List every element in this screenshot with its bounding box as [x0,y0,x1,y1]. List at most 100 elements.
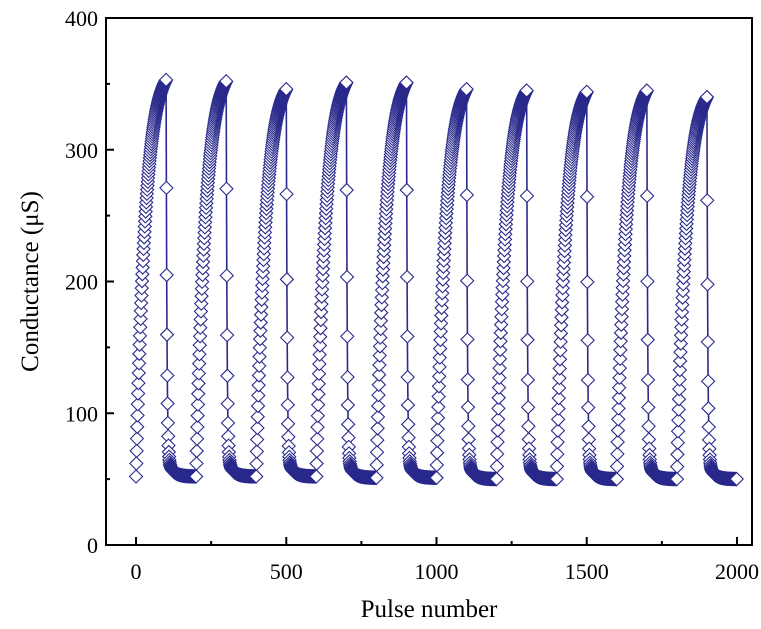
data-point [553,343,568,358]
data-point [159,327,175,342]
data-point [399,269,415,285]
data-point [133,311,148,327]
x-tick-label: 1000 [415,559,459,584]
data-point [400,397,416,413]
y-tick-label: 300 [65,138,98,163]
data-point [492,342,508,358]
data-point [191,366,207,381]
data-point [670,447,685,462]
data-point [553,317,569,333]
x-tick-label: 1500 [565,559,609,584]
data-point [189,443,205,459]
data-point [673,344,688,360]
data-point [431,399,446,415]
data-point [640,332,656,348]
data-point [429,445,445,460]
data-point [133,303,149,319]
x-tick-label: 500 [270,559,303,584]
data-point [159,267,174,283]
data-point [554,310,569,325]
data-point [313,304,329,320]
data-point [251,368,267,383]
ticks-layer: 0 500 1000 1500 2000 0 100 200 300 400 [65,6,759,584]
data-point [431,369,447,384]
data-point [669,471,685,487]
data-point [433,324,448,339]
data-point [489,459,505,474]
data-point [219,327,235,343]
data-point [490,423,506,438]
data-point [193,312,208,327]
data-point [520,332,535,348]
data-point [612,351,628,367]
data-point [580,332,595,348]
data-point [549,471,564,487]
y-tick-label: 200 [65,270,98,295]
data-point [371,387,386,403]
data-point [519,188,535,204]
data-point [309,469,324,484]
data-point [431,389,446,404]
data-point [193,320,208,335]
data-point [430,433,445,448]
data-point [340,417,356,432]
data-point [640,274,655,289]
series-layer [128,72,744,487]
data-point [370,398,386,414]
data-point [250,420,265,436]
data-point [131,375,146,391]
data-point [313,312,329,328]
data-point [461,418,476,434]
data-point [520,372,536,388]
data-point [373,321,388,337]
data-point [310,397,326,413]
data-point [610,446,625,462]
data-point [553,326,569,341]
data-point [673,328,689,343]
data-point [400,417,416,432]
data-point [552,352,568,367]
data-point [192,346,207,362]
data-point [280,397,296,413]
data-point [130,386,146,401]
data-point [701,401,716,416]
data-point [250,398,266,414]
data-point [339,329,355,344]
data-point [489,446,505,462]
data-point [250,409,266,425]
data-point [491,380,507,395]
data-point [369,444,385,460]
data-point [430,410,446,426]
data-point [252,340,268,356]
data-point [669,459,685,474]
data-point [219,268,235,283]
data-point [580,274,595,290]
data-point [160,396,175,411]
data-point [610,423,626,438]
y-tick-label: 400 [65,6,98,31]
y-axis-title: Conductance (μS) [17,191,44,372]
data-point [312,338,328,353]
data-point [430,421,445,437]
data-point [460,399,476,415]
data-point [251,388,266,403]
data-point [520,400,536,415]
data-point [671,391,687,407]
data-point [280,416,296,432]
data-point [188,469,204,484]
data-point [190,408,205,423]
data-point [611,380,627,395]
data-point [609,459,625,474]
data-point [700,373,716,389]
data-point [433,316,449,331]
data-point [339,182,354,198]
data-point [369,470,384,486]
data-point [551,390,567,406]
data-point [370,432,385,448]
data-point [611,401,626,416]
data-point [614,309,629,325]
data-point [373,305,389,320]
data-point [432,341,448,356]
data-point [160,368,175,383]
